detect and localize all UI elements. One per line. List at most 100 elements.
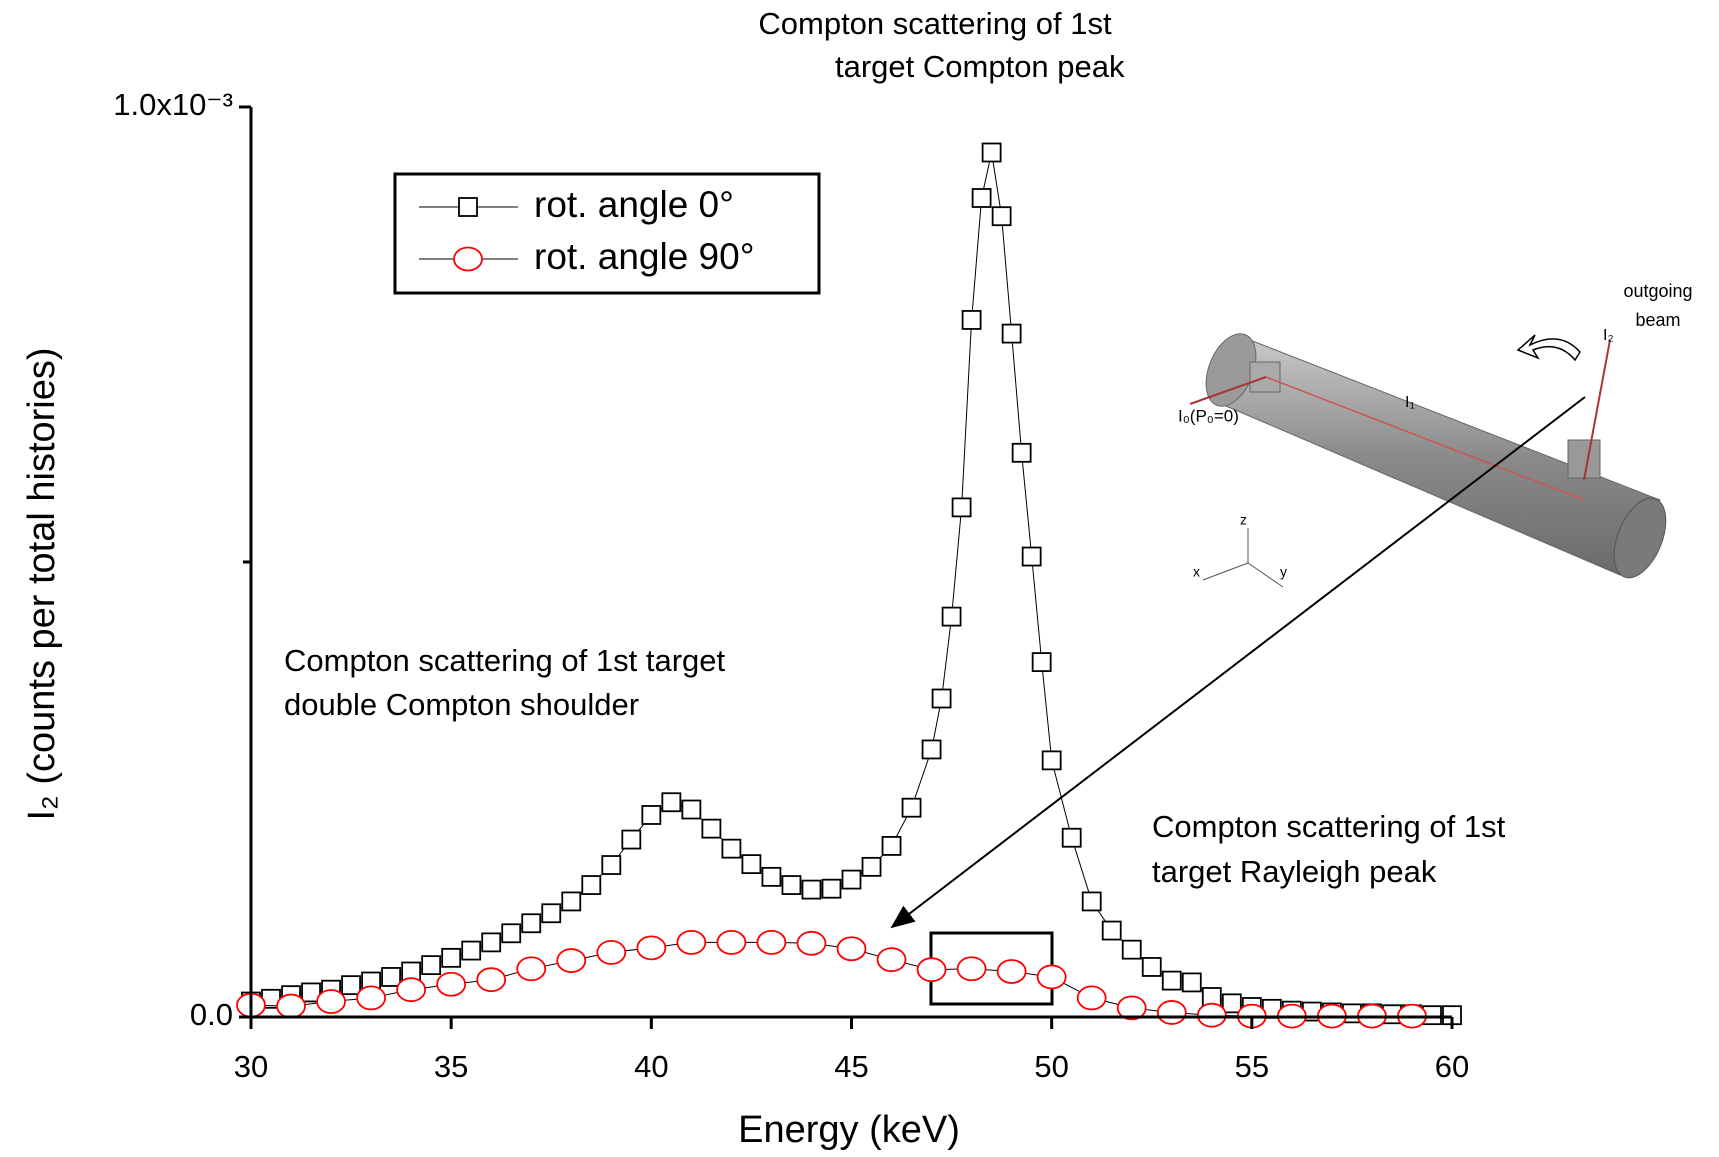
data-point: [482, 933, 500, 951]
data-point: [717, 931, 745, 954]
data-point: [843, 871, 861, 889]
annotation: double Compton shoulder: [284, 687, 639, 722]
annotation: Compton scattering of 1st: [758, 6, 1112, 41]
data-point: [422, 956, 440, 974]
inset-label: I₁: [1405, 394, 1415, 411]
data-point: [958, 957, 986, 980]
x-axis-title: Energy (keV): [738, 1109, 960, 1151]
data-point: [542, 904, 560, 922]
x-tick-label: 50: [1034, 1049, 1068, 1084]
data-point: [682, 801, 700, 819]
annotation: Compton scattering of 1st target: [284, 643, 726, 678]
data-point: [1143, 958, 1161, 976]
data-point: [277, 995, 305, 1018]
data-point: [662, 793, 680, 811]
data-point: [797, 932, 825, 955]
data-point: [477, 968, 505, 991]
inset-label: x: [1193, 564, 1200, 580]
data-point: [357, 986, 385, 1009]
data-point: [1163, 972, 1181, 990]
inset-label: beam: [1635, 310, 1680, 330]
data-point: [923, 740, 941, 758]
data-point: [1033, 653, 1051, 671]
pointer-arrow: [892, 397, 1585, 927]
data-point: [442, 949, 460, 967]
data-point: [943, 608, 961, 626]
inset-label: z: [1240, 512, 1247, 528]
data-point: [998, 960, 1026, 983]
data-point: [802, 881, 820, 899]
data-point: [903, 799, 921, 817]
data-point: [502, 924, 520, 942]
y-tick-label: 1.0x10⁻³: [113, 87, 233, 122]
data-point: [342, 976, 360, 994]
data-point: [602, 856, 620, 874]
data-point: [822, 880, 840, 898]
data-point: [437, 973, 465, 996]
data-point: [918, 958, 946, 981]
data-point: [1003, 325, 1021, 343]
data-point: [1223, 994, 1241, 1012]
data-point: [1023, 548, 1041, 566]
data-point: [963, 311, 981, 329]
data-point: [1063, 829, 1081, 847]
data-point: [993, 207, 1011, 225]
data-point: [597, 941, 625, 964]
data-point: [1158, 1001, 1186, 1024]
data-point: [1183, 973, 1201, 991]
data-point: [517, 957, 545, 980]
data-point: [462, 942, 480, 960]
x-tick-label: 40: [634, 1049, 668, 1084]
data-point: [883, 837, 901, 855]
data-point: [702, 820, 720, 838]
data-point: [953, 498, 971, 516]
data-point: [622, 831, 640, 849]
inset-label: I₀(P₀=0): [1178, 406, 1239, 425]
data-point: [757, 931, 785, 954]
x-tick-label: 35: [434, 1049, 468, 1084]
data-point: [742, 855, 760, 873]
data-point: [1078, 986, 1106, 1009]
inset-label: I₂: [1603, 327, 1614, 344]
data-point: [1083, 892, 1101, 910]
legend-label: rot. angle 90°: [534, 236, 755, 277]
inset-label: outgoing: [1623, 281, 1692, 301]
x-tick-label: 45: [834, 1049, 868, 1084]
data-point: [863, 858, 881, 876]
annotation: target Rayleigh peak: [1152, 854, 1437, 889]
legend-label: rot. angle 0°: [534, 184, 734, 225]
data-point: [1038, 965, 1066, 988]
data-point: [397, 978, 425, 1001]
data-point: [1198, 1004, 1226, 1027]
x-tick-label: 30: [234, 1049, 268, 1084]
data-point: [557, 949, 585, 972]
y-tick-label: 0.0: [190, 997, 233, 1032]
annotation: Compton scattering of 1st: [1152, 809, 1506, 844]
annotation: target Compton peak: [835, 49, 1125, 84]
data-point: [1103, 922, 1121, 940]
y-axis-title: I₂ (counts per total histories): [21, 347, 63, 820]
data-point: [642, 806, 660, 824]
data-point: [983, 144, 1001, 162]
data-point: [973, 189, 991, 207]
x-tick-label: 55: [1235, 1049, 1269, 1084]
data-point: [722, 840, 740, 858]
data-point: [582, 876, 600, 894]
data-point: [677, 931, 705, 954]
data-point: [1043, 751, 1061, 769]
data-point: [1013, 444, 1031, 462]
inset-label: y: [1280, 564, 1287, 580]
data-point: [838, 937, 866, 960]
highlight-box: [931, 933, 1052, 1004]
data-point: [782, 876, 800, 894]
chart: Compton scattering of 1st target Compton…: [0, 0, 1719, 1157]
data-point: [762, 868, 780, 886]
page: Compton scattering of 1st target Compton…: [0, 0, 1719, 1157]
data-point: [382, 968, 400, 986]
data-point: [522, 914, 540, 932]
data-point: [878, 948, 906, 971]
data-point: [933, 690, 951, 708]
data-point: [459, 198, 477, 216]
data-point: [317, 990, 345, 1013]
inset-geometry: [1190, 327, 1676, 587]
